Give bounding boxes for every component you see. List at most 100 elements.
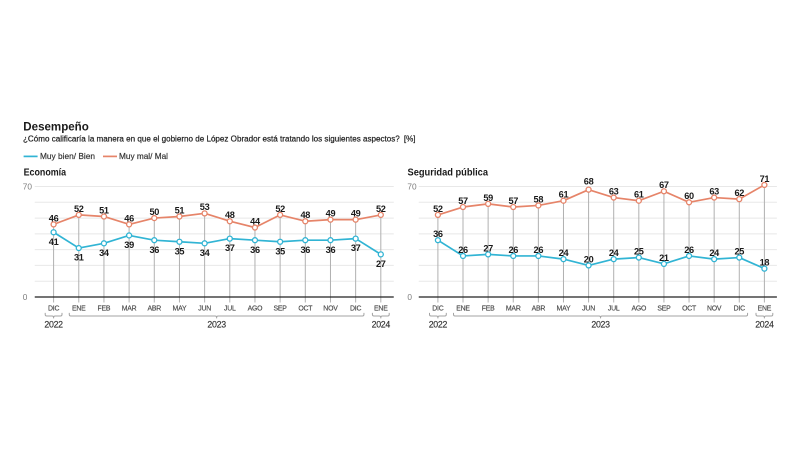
svg-text:52: 52 — [74, 204, 84, 214]
svg-text:FEB: FEB — [98, 306, 111, 313]
svg-text:51: 51 — [175, 205, 185, 215]
svg-text:27: 27 — [483, 243, 493, 253]
svg-text:63: 63 — [609, 186, 619, 196]
svg-text:63: 63 — [709, 186, 719, 196]
svg-text:51: 51 — [99, 205, 109, 215]
svg-text:2022: 2022 — [44, 320, 63, 330]
svg-text:60: 60 — [684, 191, 694, 201]
svg-text:¿Cómo calificaría la manera en: ¿Cómo calificaría la manera en que el go… — [23, 133, 416, 143]
svg-text:JUL: JUL — [608, 306, 620, 313]
svg-text:Desempeño: Desempeño — [23, 121, 89, 133]
svg-text:ABR: ABR — [147, 306, 161, 313]
svg-text:37: 37 — [225, 243, 235, 253]
svg-text:44: 44 — [250, 216, 261, 226]
svg-text:25: 25 — [634, 246, 644, 256]
svg-text:52: 52 — [275, 204, 285, 214]
svg-text:62: 62 — [734, 188, 744, 198]
svg-text:67: 67 — [659, 180, 669, 190]
svg-text:NOV: NOV — [323, 306, 338, 313]
svg-text:46: 46 — [124, 213, 134, 223]
svg-text:36: 36 — [149, 245, 159, 255]
svg-text:Muy mal/ Mal: Muy mal/ Mal — [119, 152, 168, 161]
svg-text:39: 39 — [124, 240, 134, 250]
svg-text:48: 48 — [300, 210, 310, 220]
svg-text:48: 48 — [225, 210, 235, 220]
svg-text:0: 0 — [407, 292, 412, 302]
svg-text:61: 61 — [559, 190, 569, 200]
svg-text:58: 58 — [534, 194, 544, 204]
svg-text:ENE: ENE — [374, 306, 388, 313]
svg-text:26: 26 — [534, 245, 544, 255]
svg-text:25: 25 — [734, 246, 744, 256]
svg-text:36: 36 — [433, 229, 443, 239]
svg-text:0: 0 — [23, 292, 28, 302]
svg-text:49: 49 — [351, 209, 361, 219]
svg-text:AGO: AGO — [248, 306, 264, 313]
svg-text:35: 35 — [275, 246, 285, 256]
svg-text:57: 57 — [458, 196, 468, 206]
svg-text:35: 35 — [175, 246, 185, 256]
svg-text:2024: 2024 — [755, 320, 774, 330]
svg-text:27: 27 — [376, 259, 386, 269]
svg-text:24: 24 — [709, 248, 720, 258]
svg-text:Economía: Economía — [24, 168, 67, 179]
svg-text:36: 36 — [326, 245, 336, 255]
svg-text:53: 53 — [200, 202, 210, 212]
svg-text:41: 41 — [49, 237, 59, 247]
svg-text:46: 46 — [49, 213, 59, 223]
svg-text:59: 59 — [483, 193, 493, 203]
svg-text:52: 52 — [433, 204, 443, 214]
svg-text:ENE: ENE — [758, 306, 772, 313]
svg-text:JUN: JUN — [198, 306, 211, 313]
svg-text:DIC: DIC — [734, 306, 745, 313]
svg-text:37: 37 — [351, 243, 361, 253]
svg-text:26: 26 — [508, 245, 518, 255]
svg-text:71: 71 — [760, 174, 770, 184]
svg-text:20: 20 — [584, 254, 594, 264]
svg-text:AGO: AGO — [631, 306, 647, 313]
svg-text:24: 24 — [609, 248, 620, 258]
svg-text:2023: 2023 — [591, 320, 610, 330]
svg-text:DIC: DIC — [432, 306, 443, 313]
svg-text:61: 61 — [634, 190, 644, 200]
svg-text:SEP: SEP — [657, 306, 671, 313]
svg-text:JUN: JUN — [582, 306, 595, 313]
svg-text:49: 49 — [326, 209, 336, 219]
svg-text:MAR: MAR — [506, 306, 521, 313]
svg-text:NOV: NOV — [707, 306, 722, 313]
svg-text:34: 34 — [99, 248, 110, 258]
svg-text:34: 34 — [200, 248, 211, 258]
svg-text:70: 70 — [407, 181, 417, 191]
svg-text:SEP: SEP — [274, 306, 288, 313]
svg-text:18: 18 — [760, 257, 770, 267]
svg-text:JUL: JUL — [224, 306, 236, 313]
svg-text:FEB: FEB — [482, 306, 495, 313]
svg-text:ENE: ENE — [456, 306, 470, 313]
svg-text:MAY: MAY — [173, 306, 187, 313]
svg-text:DIC: DIC — [48, 306, 59, 313]
svg-text:36: 36 — [300, 245, 310, 255]
svg-text:OCT: OCT — [298, 306, 313, 313]
svg-text:26: 26 — [684, 245, 694, 255]
svg-text:70: 70 — [23, 181, 33, 191]
svg-text:68: 68 — [584, 176, 594, 186]
svg-text:2024: 2024 — [372, 320, 391, 330]
svg-text:24: 24 — [559, 248, 570, 258]
svg-text:57: 57 — [508, 196, 518, 206]
svg-text:2023: 2023 — [207, 320, 226, 330]
svg-text:26: 26 — [458, 245, 468, 255]
svg-text:2022: 2022 — [429, 320, 448, 330]
svg-text:52: 52 — [376, 204, 386, 214]
svg-text:OCT: OCT — [682, 306, 697, 313]
svg-text:ENE: ENE — [72, 306, 86, 313]
svg-text:ABR: ABR — [532, 306, 546, 313]
svg-text:MAY: MAY — [557, 306, 571, 313]
svg-text:31: 31 — [74, 253, 84, 263]
svg-text:DIC: DIC — [350, 306, 361, 313]
svg-text:21: 21 — [659, 253, 669, 263]
svg-text:Muy bien/ Bien: Muy bien/ Bien — [40, 152, 95, 161]
svg-text:36: 36 — [250, 245, 260, 255]
svg-text:Seguridad pública: Seguridad pública — [408, 168, 489, 179]
svg-text:50: 50 — [149, 207, 159, 217]
svg-text:MAR: MAR — [122, 306, 137, 313]
